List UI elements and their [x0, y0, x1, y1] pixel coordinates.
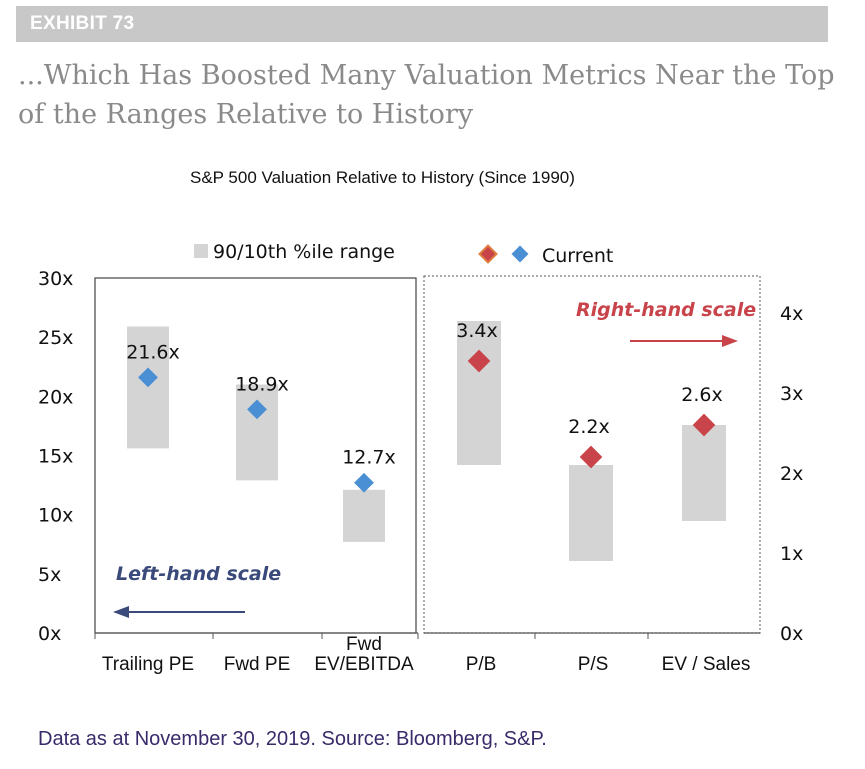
- current-marker: [138, 367, 158, 388]
- left-y-tick-label: 0x: [38, 623, 61, 645]
- legend-range-swatch: [194, 244, 208, 258]
- range-bar-fwd-pe: [236, 384, 278, 481]
- x-category-label: EV / Sales: [662, 654, 751, 675]
- right-scale-arrow-head: [722, 335, 738, 347]
- page-title: ...Which Has Boosted Many Valuation Metr…: [18, 60, 835, 130]
- x-category-label: EV/EBITDA: [314, 654, 414, 675]
- legend-range-label: 90/10th %ile range: [213, 241, 395, 263]
- left-y-tick-label: 20x: [38, 386, 73, 408]
- current-value-label: 3.4x: [456, 320, 497, 342]
- current-marker: [247, 399, 267, 420]
- current-value-label: 12.7x: [342, 447, 396, 469]
- x-category-label: P/B: [466, 654, 497, 675]
- right-scale-label: Right-hand scale: [576, 299, 756, 321]
- chart-title: S&P 500 Valuation Relative to History (S…: [190, 168, 575, 187]
- left-scale-arrow-head: [113, 606, 129, 618]
- current-marker: [579, 445, 603, 469]
- legend-current-label: Current: [542, 245, 613, 267]
- right-y-tick-label: 2x: [780, 463, 803, 485]
- current-marker: [354, 472, 374, 493]
- left-y-tick-label: 5x: [38, 564, 61, 586]
- left-y-tick-label: 10x: [38, 505, 73, 527]
- current-value-label: 21.6x: [126, 341, 180, 363]
- left-y-tick-label: 30x: [38, 268, 73, 290]
- current-value-label: 2.6x: [681, 384, 722, 406]
- exhibit-label: EXHIBIT 73: [16, 6, 828, 42]
- right-y-tick-label: 3x: [780, 383, 803, 405]
- right-y-tick-label: 4x: [780, 303, 803, 325]
- x-category-label: Fwd: [346, 634, 382, 655]
- legend-current-marker-red: [478, 244, 498, 264]
- range-bar-ev-sales: [682, 425, 726, 521]
- left-scale-label: Left-hand scale: [116, 563, 281, 585]
- right-y-tick-label: 0x: [780, 623, 803, 645]
- range-bar-fwd-ev-ebitda: [343, 489, 385, 542]
- right-y-tick-label: 1x: [780, 543, 803, 565]
- current-marker: [692, 413, 716, 437]
- x-category-label: Fwd PE: [224, 654, 291, 675]
- x-category-label: Trailing PE: [102, 654, 194, 675]
- legend-current-marker-blue: [511, 245, 529, 263]
- range-bar-p-b: [457, 321, 501, 465]
- left-y-tick-label: 25x: [38, 327, 73, 349]
- range-bar-p-s: [569, 465, 613, 561]
- x-category-label: P/S: [578, 654, 609, 675]
- current-value-label: 2.2x: [568, 416, 609, 438]
- left-y-tick-label: 15x: [38, 446, 73, 468]
- current-value-label: 18.9x: [235, 373, 289, 395]
- range-bar-trailing-pe: [127, 326, 169, 449]
- current-marker: [467, 349, 491, 373]
- source-note: Data as at November 30, 2019. Source: Bl…: [38, 728, 547, 750]
